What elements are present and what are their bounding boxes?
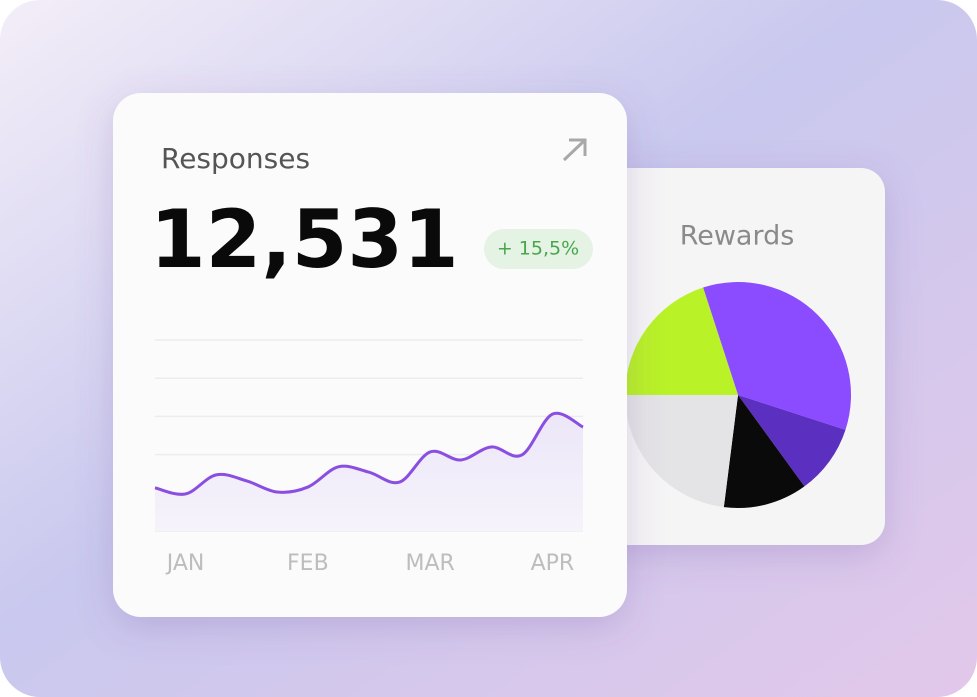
line-title: Responses [161,142,310,175]
pie-slice [723,395,805,508]
rewards-card: Rewards [598,168,885,545]
x-tick-label: APR [531,551,575,576]
pie-slice [738,395,846,487]
pie-slice [703,281,851,430]
change-value: + 15,5% [497,238,579,260]
open-icon[interactable] [562,138,587,162]
line-area [155,413,583,531]
total-value: 12,531 [150,193,459,286]
pie-slice [625,287,738,395]
line [154,411,584,496]
pie-title: Rewards [680,221,795,252]
x-tick-label: FEB [287,551,329,576]
pie-slice [625,395,738,508]
x-tick-label: JAN [165,551,205,576]
change-badge [484,229,593,269]
responses-card: Responses 12,531 + 15,5% JAN FEB MAR APR [113,93,627,617]
x-tick-label: MAR [405,551,454,576]
